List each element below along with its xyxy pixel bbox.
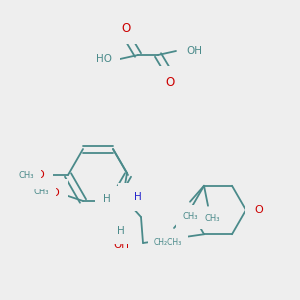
- Text: OH: OH: [113, 240, 129, 250]
- Text: H: H: [117, 226, 125, 236]
- Text: O: O: [165, 76, 175, 88]
- Text: H: H: [134, 192, 142, 202]
- Text: O: O: [254, 205, 263, 215]
- Text: CH₃: CH₃: [19, 170, 34, 179]
- Text: O: O: [35, 170, 44, 180]
- Text: CH₃: CH₃: [34, 188, 49, 196]
- Text: CH₃: CH₃: [182, 212, 198, 221]
- Text: O: O: [122, 22, 130, 34]
- Text: CH₂CH₃: CH₂CH₃: [154, 238, 182, 247]
- Text: H: H: [103, 194, 111, 204]
- Text: CH₃: CH₃: [204, 214, 220, 223]
- Text: O: O: [50, 188, 59, 198]
- Text: N: N: [127, 192, 135, 202]
- Text: HO: HO: [96, 54, 112, 64]
- Text: OH: OH: [186, 46, 202, 56]
